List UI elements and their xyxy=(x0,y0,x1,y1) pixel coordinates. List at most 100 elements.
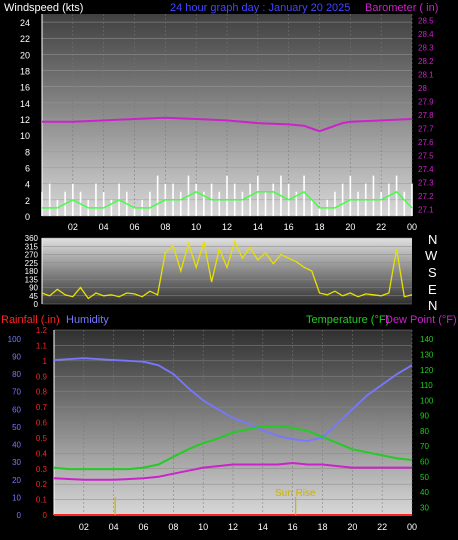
bottom-x-tick: 20 xyxy=(347,522,357,532)
wind-x-tick: 14 xyxy=(253,222,263,232)
temp-y-tick: 100 xyxy=(420,396,434,405)
rain-y-tick: 0.4 xyxy=(36,449,48,458)
humidity-y-tick: 10 xyxy=(12,493,21,502)
direction-y-tick: 135 xyxy=(25,275,39,284)
bottom-x-tick: 12 xyxy=(228,522,238,532)
temp-y-tick: 120 xyxy=(420,366,434,375)
rain-y-tick: 0 xyxy=(43,511,48,520)
wind-y-tick: 18 xyxy=(20,67,30,77)
barometer-tick: 27.8 xyxy=(418,111,434,120)
direction-y-tick: 315 xyxy=(25,242,39,251)
direction-y-tick: 270 xyxy=(25,251,39,260)
temp-y-tick: 130 xyxy=(420,350,434,359)
rain-y-tick: 0.8 xyxy=(36,388,48,397)
direction-y-tick: 360 xyxy=(25,234,39,243)
barometer-label: Barometer ( in) xyxy=(365,2,438,14)
dewpoint-label: Dew Point (°F) xyxy=(385,314,457,326)
direction-line xyxy=(41,239,413,300)
humidity-y-tick: 80 xyxy=(12,370,21,379)
wind-y-tick: 12 xyxy=(20,115,30,125)
wind-x-tick: 22 xyxy=(376,222,386,232)
wind-x-tick: 08 xyxy=(160,222,170,232)
wind-y-tick: 24 xyxy=(20,18,30,28)
bottom-x-tick: 18 xyxy=(317,522,327,532)
temp-y-tick: 40 xyxy=(420,488,429,497)
rain-y-tick: 0.5 xyxy=(36,434,48,443)
humidity-y-tick: 70 xyxy=(12,388,21,397)
temperature-label: Temperature (°F) xyxy=(306,314,389,326)
humidity-y-tick: 60 xyxy=(12,405,21,414)
bottom-x-tick: 00 xyxy=(407,522,417,532)
barometer-tick: 27.1 xyxy=(418,205,434,214)
barometer-tick: 27.3 xyxy=(418,178,434,187)
wind-y-tick: 10 xyxy=(20,131,30,141)
wind-x-tick: 16 xyxy=(284,222,294,232)
graph-title: 24 hour graph day : January 20 2025 xyxy=(170,2,350,14)
sunrise-annotation: Sun Rise xyxy=(275,488,316,499)
rain-y-tick: 0.3 xyxy=(36,465,48,474)
wind-x-tick: 02 xyxy=(68,222,78,232)
bottom-x-tick: 02 xyxy=(79,522,89,532)
wind-x-tick: 12 xyxy=(222,222,232,232)
barometer-tick: 27.9 xyxy=(418,98,434,107)
wind-y-tick: 22 xyxy=(20,34,30,44)
wind-x-tick: 00 xyxy=(407,222,417,232)
bottom-x-tick: 14 xyxy=(258,522,268,532)
wind-x-tick: 10 xyxy=(191,222,201,232)
dir-letter-n-bottom: N xyxy=(428,298,437,313)
barometer-tick: 28.5 xyxy=(418,17,434,26)
temp-y-tick: 60 xyxy=(420,457,429,466)
barometer-tick: 27.6 xyxy=(418,138,434,147)
wind-x-tick: 04 xyxy=(99,222,109,232)
wind-y-tick: 6 xyxy=(25,164,30,174)
rain-y-tick: 0.1 xyxy=(36,496,48,505)
wind-avg-line xyxy=(42,190,413,209)
wind-y-tick: 20 xyxy=(20,50,30,60)
barometer-tick: 28 xyxy=(418,84,427,93)
direction-y-tick: 0 xyxy=(34,300,39,309)
rain-y-tick: 0.9 xyxy=(36,372,48,381)
bottom-x-tick: 16 xyxy=(288,522,298,532)
temp-y-tick: 80 xyxy=(420,427,429,436)
bottom-x-tick: 22 xyxy=(377,522,387,532)
rain-y-tick: 0.6 xyxy=(36,419,48,428)
wind-x-tick: 06 xyxy=(129,222,139,232)
barometer-tick: 27.5 xyxy=(418,151,434,160)
temp-y-tick: 70 xyxy=(420,442,429,451)
humidity-y-tick: 90 xyxy=(12,352,21,361)
dir-letter-w: W xyxy=(425,248,438,263)
temp-y-tick: 50 xyxy=(420,473,429,482)
wind-y-tick: 8 xyxy=(25,147,30,157)
barometer-tick: 27.2 xyxy=(418,192,434,201)
temp-y-tick: 110 xyxy=(420,381,433,390)
barometer-line xyxy=(42,116,413,133)
wind-x-tick: 18 xyxy=(314,222,324,232)
barometer-tick: 27.4 xyxy=(418,165,434,174)
bottom-x-tick: 10 xyxy=(198,522,208,532)
rain-y-tick: 1 xyxy=(43,357,48,366)
wind-y-tick: 4 xyxy=(25,180,30,190)
humidity-y-tick: 20 xyxy=(12,476,21,485)
wind-x-tick: 20 xyxy=(345,222,355,232)
humidity-y-tick: 100 xyxy=(8,335,22,344)
bottom-x-tick: 06 xyxy=(138,522,148,532)
windspeed-label: Windspeed (kts) xyxy=(4,2,83,14)
rain-y-tick: 0.7 xyxy=(36,403,48,412)
temp-y-tick: 30 xyxy=(420,503,429,512)
humidity-y-tick: 0 xyxy=(17,511,22,520)
bottom-x-tick: 08 xyxy=(168,522,178,532)
barometer-tick: 28.2 xyxy=(418,57,434,66)
rain-y-tick: 1.1 xyxy=(36,341,48,350)
wind-y-tick: 2 xyxy=(25,196,30,206)
humidity-y-tick: 30 xyxy=(12,458,21,467)
temp-y-tick: 90 xyxy=(420,412,429,421)
rain-y-tick: 1.2 xyxy=(36,326,48,335)
barometer-tick: 28.3 xyxy=(418,44,434,53)
humidity-y-tick: 40 xyxy=(12,441,21,450)
barometer-tick: 28.4 xyxy=(418,30,434,39)
humidity-y-tick: 50 xyxy=(12,423,21,432)
direction-y-tick: 225 xyxy=(25,259,39,268)
dir-letter-e: E xyxy=(428,282,437,297)
temp-y-tick: 140 xyxy=(420,335,434,344)
